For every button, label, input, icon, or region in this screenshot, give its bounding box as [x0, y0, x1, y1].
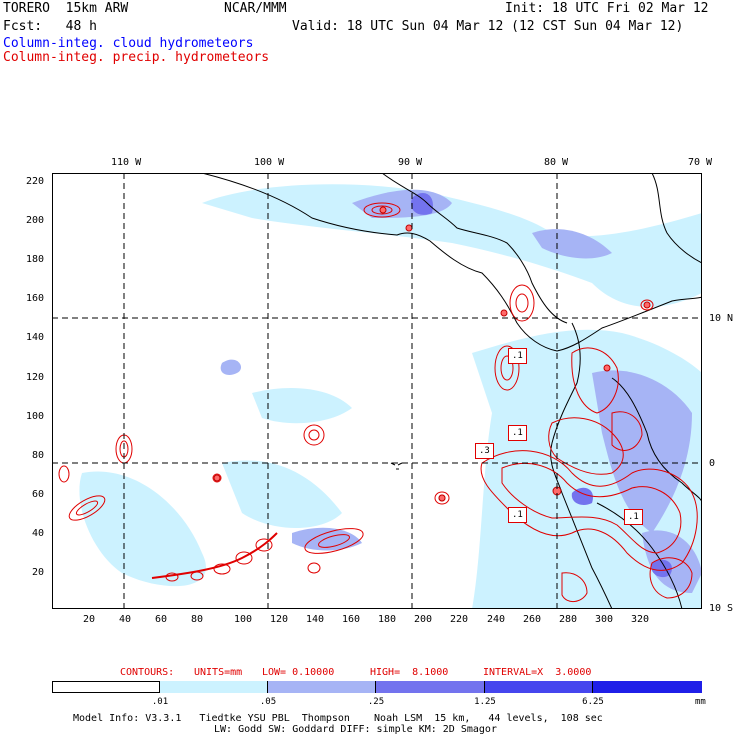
y-tick: 40: [32, 528, 45, 539]
contour-info-low: LOW= 0.10000: [262, 667, 335, 678]
contour-label: .3: [475, 443, 494, 459]
contour-info-label: CONTOURS:: [120, 667, 175, 678]
legend-swatch: [160, 681, 268, 693]
x-tick: 120: [270, 614, 289, 625]
y-tick: 180: [26, 254, 45, 265]
contour-info-high: HIGH= 8.1000: [370, 667, 449, 678]
contour-label: .1: [508, 348, 527, 364]
forecast-hour: Fcst: 48 h: [3, 19, 97, 34]
field-title-precip: Column-integ. precip. hydrometeors: [3, 50, 270, 65]
contour-label: .1: [624, 509, 643, 525]
field-title-cloud: Column-integ. cloud hydrometeors: [3, 36, 254, 51]
coastlines: [201, 173, 702, 609]
lon-label: 110 W: [111, 157, 142, 168]
x-tick: 200: [414, 614, 433, 625]
cloud-shading: [79, 184, 702, 609]
x-tick: 160: [342, 614, 361, 625]
precip-contours: [58, 202, 698, 602]
contour-label: .1: [508, 507, 527, 523]
y-tick: 60: [32, 489, 45, 500]
legend-unit: mm: [695, 697, 706, 707]
model-title: TORERO 15km ARW: [3, 1, 129, 16]
y-tick: 100: [26, 411, 45, 422]
contour-info-interval: INTERVAL=X 3.0000: [483, 667, 592, 678]
y-tick: 200: [26, 215, 45, 226]
legend-value: 6.25: [582, 697, 604, 707]
lon-label: 100 W: [254, 157, 285, 168]
contour-label: .1: [508, 425, 527, 441]
lat-label: 0: [709, 458, 716, 469]
legend-value: .01: [151, 697, 169, 707]
legend-swatch: [52, 681, 160, 693]
map-frame: [52, 173, 702, 609]
init-time: Init: 18 UTC Fri 02 Mar 12: [505, 1, 709, 16]
x-tick: 300: [595, 614, 614, 625]
y-tick: 80: [32, 450, 45, 461]
x-tick: 60: [155, 614, 168, 625]
legend-swatch: [593, 681, 702, 693]
x-tick: 40: [119, 614, 132, 625]
color-legend-bar: [52, 681, 702, 693]
y-tick: 160: [26, 293, 45, 304]
legend-swatch: [268, 681, 376, 693]
y-tick: 20: [32, 567, 45, 578]
lat-label: 10 N: [709, 313, 734, 324]
legend-value: 1.25: [474, 697, 496, 707]
x-tick: 220: [450, 614, 469, 625]
legend-value: .05: [259, 697, 277, 707]
x-tick: 20: [83, 614, 96, 625]
legend-swatch: [376, 681, 485, 693]
y-tick: 220: [26, 176, 45, 187]
x-tick: 240: [487, 614, 506, 625]
legend-swatch: [485, 681, 593, 693]
y-tick: 120: [26, 372, 45, 383]
grid-lines: [52, 173, 702, 609]
x-tick: 260: [523, 614, 542, 625]
x-tick: 80: [191, 614, 204, 625]
lon-label: 70 W: [688, 157, 713, 168]
x-tick: 140: [306, 614, 325, 625]
physics-info: LW: Godd SW: Goddard DIFF: simple KM: 2D…: [214, 724, 497, 735]
lon-label: 80 W: [544, 157, 569, 168]
center-title: NCAR/MMM: [224, 1, 287, 16]
contour-info-units: UNITS=mm: [194, 667, 243, 678]
x-tick: 100: [234, 614, 253, 625]
map-plot-area: [52, 173, 702, 609]
x-tick: 180: [378, 614, 397, 625]
precip-cores: [213, 206, 651, 502]
legend-value: .25: [367, 697, 385, 707]
valid-time: Valid: 18 UTC Sun 04 Mar 12 (12 CST Sun …: [292, 19, 684, 34]
x-tick: 280: [559, 614, 578, 625]
y-tick: 140: [26, 332, 45, 343]
lon-label: 90 W: [398, 157, 423, 168]
x-tick: 320: [631, 614, 650, 625]
model-info: Model Info: V3.3.1 Tiedtke YSU PBL Thomp…: [73, 713, 603, 724]
lat-label: 10 S: [709, 603, 734, 614]
